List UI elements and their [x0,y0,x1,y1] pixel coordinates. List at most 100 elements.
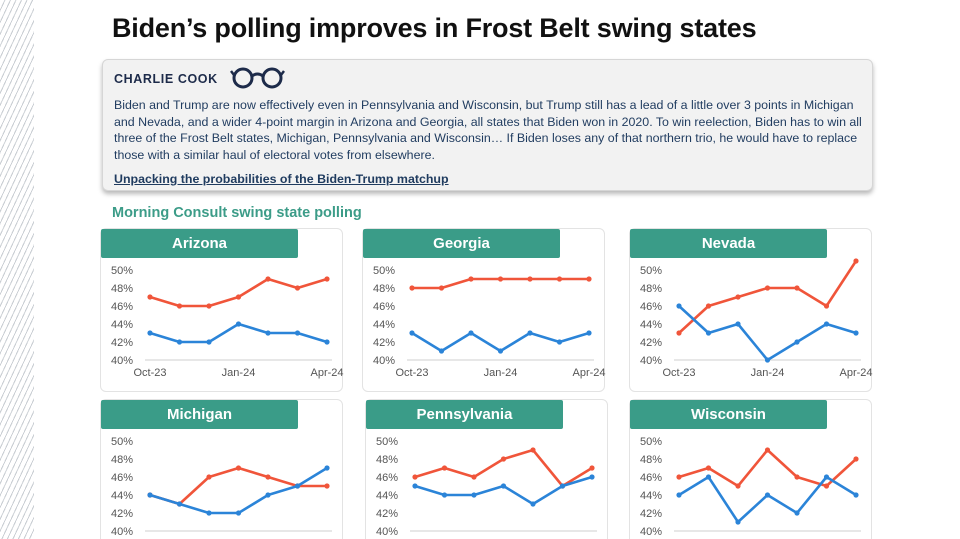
article-link[interactable]: Unpacking the probabilities of the Biden… [114,172,449,186]
data-point [147,330,153,336]
data-point [764,447,771,453]
data-point [794,339,800,345]
line-chart-georgia: 40% 42% 44% 46% 48% 50% Oct-23 Jan-24 Apr-24 [373,265,606,379]
y-tick-label: 46% [373,301,395,313]
y-tick-label: 46% [640,301,662,313]
data-point [589,465,595,471]
y-tick-label: 48% [640,454,662,466]
y-tick-label: 40% [373,355,395,367]
y-tick-label: 50% [373,265,395,277]
y-tick-label: 42% [111,508,133,520]
y-tick-label: 40% [111,526,133,538]
data-point [735,294,741,300]
y-tick-label: 48% [640,283,662,295]
chart-panel-nevada: Nevada 40% 42% 44% 46% 48% 50% Oct-23 Jan-24 Apr-… [629,228,873,392]
data-point [265,276,271,282]
y-tick-label: 50% [111,265,133,277]
series-line-0 [678,260,858,334]
y-tick-label: 44% [111,490,133,502]
data-point [794,474,800,480]
data-point [497,348,504,354]
data-point [853,456,859,462]
data-point [265,330,271,336]
data-point [586,276,592,282]
y-tick-label: 42% [373,337,395,349]
data-point [438,285,445,291]
data-point [235,321,242,327]
data-point [324,483,330,489]
y-tick-label: 48% [111,454,133,466]
data-point [823,321,830,327]
y-tick-label: 44% [111,319,133,331]
y-tick-label: 44% [376,490,398,502]
data-point [527,276,533,282]
data-point [206,339,212,345]
series-line-1 [414,475,593,506]
chart-title-michigan: Michigan [101,400,298,429]
data-point [265,474,271,480]
y-tick-label: 46% [111,472,133,484]
line-chart-nevada: 40% 42% 44% 46% 48% 50% Oct-23 Jan-24 Apr-24 [640,258,873,379]
glasses-icon [230,67,285,89]
data-point [438,348,445,354]
y-tick-label: 40% [640,526,662,538]
data-point [823,483,830,489]
quote-callout: CHARLIE COOK Biden and Trump are now eff… [102,59,873,191]
y-tick-label: 44% [640,490,662,502]
x-tick-label: Jan-24 [222,367,256,379]
data-point [471,492,477,498]
data-point [265,492,271,498]
chart-panel-georgia: Georgia 40% 42% 44% 46% 48% 50% Oct-23 Jan-24 Apr… [362,228,606,392]
data-point [441,465,448,471]
chart-title-pennsylvania: Pennsylvania [366,400,563,429]
data-point [853,492,859,498]
chart-panel-wisconsin: Wisconsin 40%42%44%46%48%50%Oct-23Jan-24A… [629,399,873,539]
data-point [468,330,474,336]
data-point [324,339,330,345]
y-tick-label: 46% [111,301,133,313]
series-line-1 [149,322,328,344]
chart-panel-pennsylvania: Pennsylvania40%42%44%46%48%50%Oct-23Jan-… [365,399,609,539]
y-tick-label: 50% [640,265,662,277]
data-point [147,492,153,498]
y-tick-label: 46% [376,472,398,484]
data-point [409,330,415,336]
series-line-0 [149,466,327,506]
data-point [764,357,771,363]
chart-section-heading: Morning Consult swing state polling [112,205,362,221]
author-name: CHARLIE COOK [114,72,218,86]
data-point [676,492,682,498]
data-point [294,330,301,336]
series-line-1 [678,305,857,362]
data-point [530,501,536,507]
y-tick-label: 40% [376,526,398,538]
data-point [235,294,242,300]
data-point [735,519,741,525]
page-title: Biden’s polling improves in Frost Belt s… [112,13,757,43]
series-line-0 [414,448,593,488]
chart-panel-arizona: Arizona 40% 42% 44% 46% 48% 50% Oct-23 Jan-24 Apr… [100,228,344,392]
data-point [468,276,474,282]
data-point [176,303,183,309]
chart-title-nevada: Nevada [630,229,827,258]
y-tick-label: 50% [376,436,398,448]
data-point [676,330,682,336]
data-point [676,474,682,480]
x-tick-label: Oct-23 [133,367,166,379]
line-chart-arizona: 40% 42% 44% 46% 48% 50% Oct-23 Jan-24 Apr-24 [111,265,344,379]
data-point [500,483,507,489]
y-tick-label: 40% [111,355,133,367]
chart-title-georgia: Georgia [363,229,560,258]
y-tick-label: 42% [111,337,133,349]
data-point [530,447,536,453]
data-point [176,339,183,345]
data-point [147,294,153,300]
series-line-0 [149,277,328,308]
chart-title-wisconsin: Wisconsin [630,400,827,429]
x-tick-label: Jan-24 [484,367,518,379]
data-point [294,483,301,489]
data-point [206,303,212,309]
